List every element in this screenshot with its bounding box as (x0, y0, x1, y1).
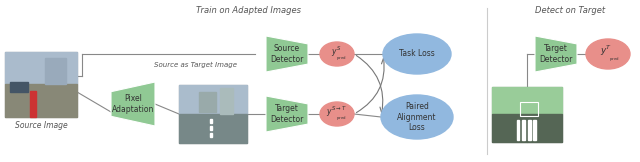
Polygon shape (535, 36, 577, 72)
Text: Target
Detector: Target Detector (270, 104, 304, 124)
Bar (12, 58, 27, 81)
Bar (522, 120, 525, 139)
Bar (179, 85, 247, 143)
Text: $y^{S}$: $y^{S}$ (331, 45, 341, 59)
Bar (200, 92, 216, 112)
Bar (516, 120, 519, 139)
Bar (492, 87, 562, 141)
Bar (45, 58, 66, 84)
Ellipse shape (320, 102, 354, 126)
Text: Source Image: Source Image (15, 122, 67, 131)
Bar (528, 120, 531, 139)
Bar (492, 114, 562, 141)
Bar (5, 84, 77, 116)
Text: Source
Detector: Source Detector (270, 44, 304, 64)
Text: $_{\rm pred}$: $_{\rm pred}$ (609, 56, 620, 64)
Ellipse shape (383, 34, 451, 74)
Text: Paired
Alignment
Loss: Paired Alignment Loss (397, 102, 436, 132)
Bar (220, 88, 234, 114)
Bar (179, 114, 247, 143)
Polygon shape (266, 36, 308, 72)
Text: Detect on Target: Detect on Target (535, 6, 605, 15)
Ellipse shape (586, 39, 630, 69)
Polygon shape (266, 96, 308, 132)
Bar (533, 120, 536, 139)
Text: Task Loss: Task Loss (399, 50, 435, 58)
Bar (210, 126, 212, 130)
Bar (210, 133, 212, 137)
Bar (179, 85, 247, 114)
Text: $_{\rm pred}$: $_{\rm pred}$ (336, 55, 346, 63)
Bar (30, 91, 36, 116)
Text: Target
Detector: Target Detector (540, 44, 573, 64)
Bar (5, 52, 77, 84)
Bar (5, 52, 77, 116)
Text: $y^{S{\to}T}$: $y^{S{\to}T}$ (326, 105, 346, 119)
Text: $_{\rm pred}$: $_{\rm pred}$ (336, 115, 346, 123)
Text: $y^{T}$: $y^{T}$ (600, 44, 612, 58)
Polygon shape (111, 82, 155, 126)
Text: Train on Adapted Images: Train on Adapted Images (195, 6, 301, 15)
Ellipse shape (320, 42, 354, 66)
Text: Pixel
Adaptation: Pixel Adaptation (112, 94, 154, 114)
Bar (10, 82, 28, 92)
Bar (520, 102, 538, 116)
Bar (492, 87, 562, 114)
Ellipse shape (381, 95, 453, 139)
Bar (210, 119, 212, 123)
Text: Source as Target Image: Source as Target Image (154, 62, 237, 68)
